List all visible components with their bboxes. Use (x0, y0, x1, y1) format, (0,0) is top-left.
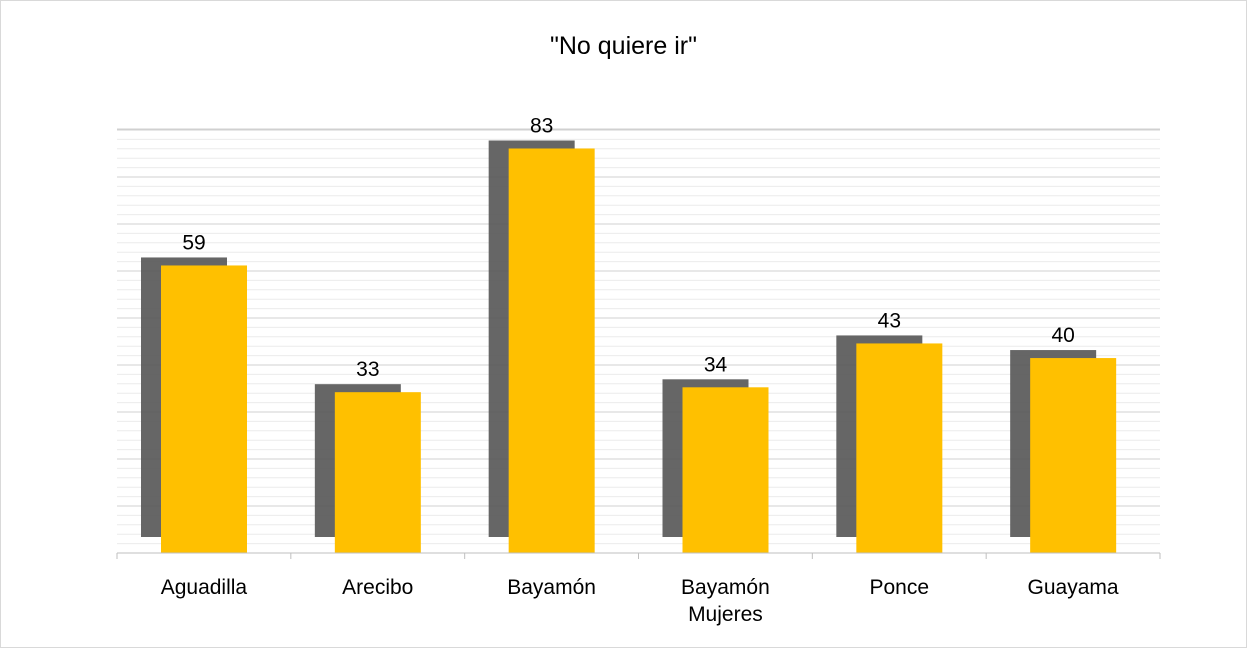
data-label: 59 (182, 231, 205, 254)
data-label: 43 (878, 309, 901, 332)
x-tick-label: Ponce (869, 576, 929, 599)
x-axis: Aguadilla Arecibo Bayamón Bayamón Mujeres Pon… (116, 552, 1161, 626)
x-tick-label: Guayama (1028, 576, 1119, 599)
chart-title: "No quiere ir" (550, 32, 697, 60)
x-tick-label: Arecibo (342, 576, 413, 599)
bar (334, 392, 421, 553)
data-label: 33 (356, 358, 379, 381)
bar (161, 265, 247, 553)
gridlines (117, 128, 1160, 545)
x-tick-label: Bayamón Mujeres (681, 576, 770, 626)
x-tick-label: Aguadilla (161, 576, 248, 599)
data-label: 40 (1051, 324, 1074, 347)
data-labels: 59 33 83 34 43 40 (182, 114, 1075, 381)
bar (856, 343, 943, 553)
bar (682, 387, 769, 553)
x-tick-label: Bayamón (507, 576, 596, 599)
bars (141, 140, 1117, 553)
bar (1030, 358, 1117, 553)
data-label: 34 (704, 353, 728, 376)
bar (508, 148, 595, 553)
data-label: 83 (530, 114, 553, 137)
